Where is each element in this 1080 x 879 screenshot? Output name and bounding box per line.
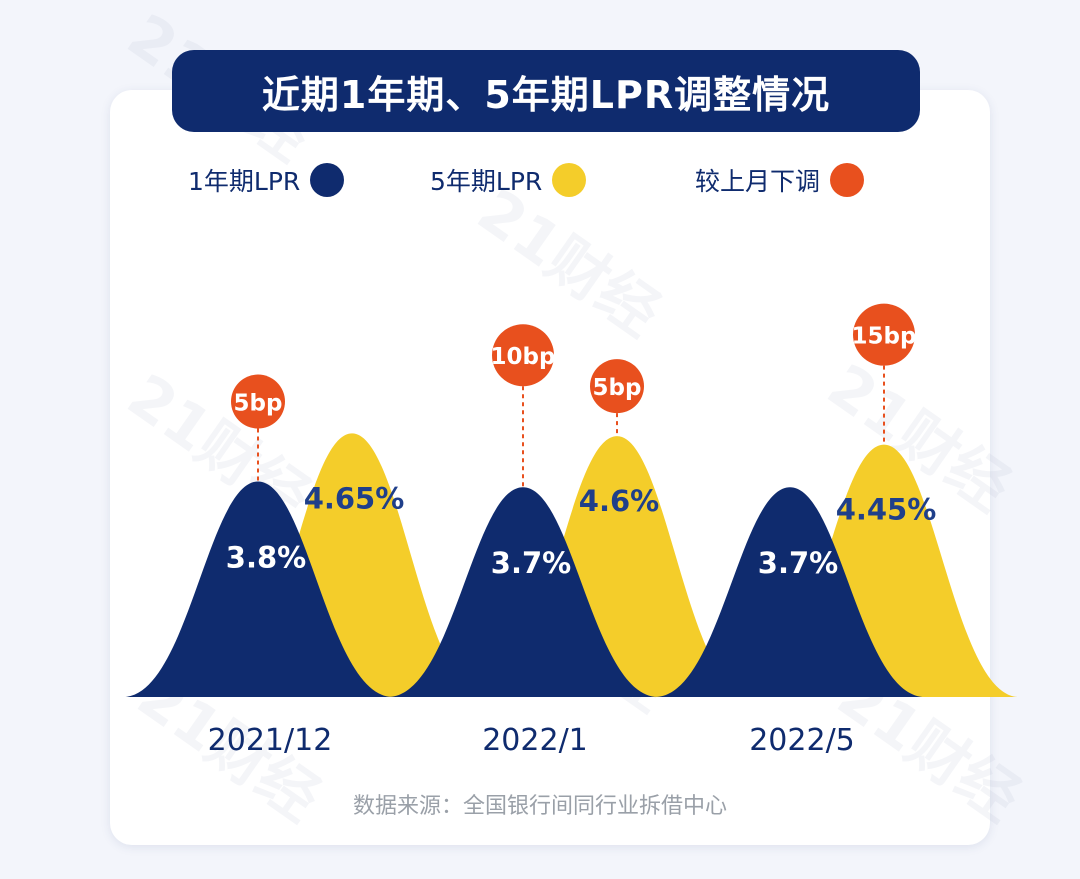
adjustment-bubble (492, 324, 554, 387)
area-1y-3 (655, 487, 925, 697)
area-1y-2 (388, 487, 658, 697)
adjustment-label: 5bp (234, 391, 283, 417)
legend-item-cut: 较上月下调 (695, 158, 865, 202)
category-label: 2022/5 (749, 723, 855, 758)
adjustment-label: 5bp (593, 375, 642, 401)
adjustment-label: 15bp (852, 324, 917, 350)
legend-item-5y: 5年期LPR (430, 158, 587, 202)
adjustment-bubble (853, 303, 915, 366)
category-label: 2021/12 (208, 723, 333, 758)
legend-dot-icon (310, 163, 345, 197)
value-label-5y: 4.45% (836, 493, 937, 527)
value-label-5y: 4.6% (579, 484, 659, 518)
chart-card (110, 90, 990, 845)
legend-dot-icon (830, 163, 865, 197)
legend-label: 5年期LPR (430, 167, 543, 196)
area-1y-1 (123, 481, 393, 697)
value-label-1y: 3.7% (491, 546, 571, 580)
value-label-5y: 4.65% (304, 481, 405, 515)
value-label-1y: 3.7% (758, 546, 838, 580)
category-label: 2022/1 (482, 723, 588, 758)
chart-title: 近期1年期、5年期LPR调整情况 (172, 50, 920, 132)
value-label-1y: 3.8% (226, 541, 306, 575)
data-source: 数据来源：全国银行间同行业拆借中心 (352, 794, 727, 819)
adjustment-bubble (231, 374, 285, 429)
legend-label: 较上月下调 (695, 167, 821, 196)
legend-dot-icon (552, 163, 587, 197)
legend-label: 1年期LPR (188, 167, 301, 196)
legend-item-1y: 1年期LPR (188, 158, 345, 202)
adjustment-label: 10bp (491, 344, 556, 370)
adjustment-bubble (590, 359, 644, 414)
